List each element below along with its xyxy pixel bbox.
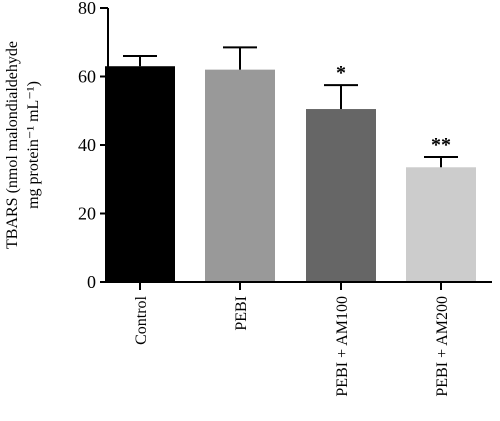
bar-pebi-am100 (306, 109, 376, 282)
x-tick-label: Control (133, 295, 150, 344)
significance-marker: ** (431, 134, 451, 156)
y-tick-label: 40 (78, 135, 96, 155)
bar-pebi (205, 69, 275, 283)
y-axis-label-line1: TBARS (nmol malondialdehyde (4, 41, 21, 249)
bar-control (105, 66, 175, 282)
y-axis-label-group: TBARS (nmol malondialdehyde mg protein⁻¹… (4, 41, 42, 249)
y-axis-label-line2: mg protein⁻¹ mL⁻¹) (25, 81, 42, 209)
significance-marker: * (336, 62, 346, 84)
x-tick-label: PEBI (233, 296, 250, 331)
y-tick-label: 60 (78, 67, 96, 87)
x-tick-label: PEBI + AM200 (434, 296, 451, 397)
bar-pebi-am200 (406, 167, 476, 282)
y-tick-label: 20 (78, 204, 96, 224)
y-tick-label: 80 (78, 0, 96, 18)
y-tick-label: 0 (87, 272, 96, 292)
x-tick-label: PEBI + AM100 (334, 296, 351, 397)
